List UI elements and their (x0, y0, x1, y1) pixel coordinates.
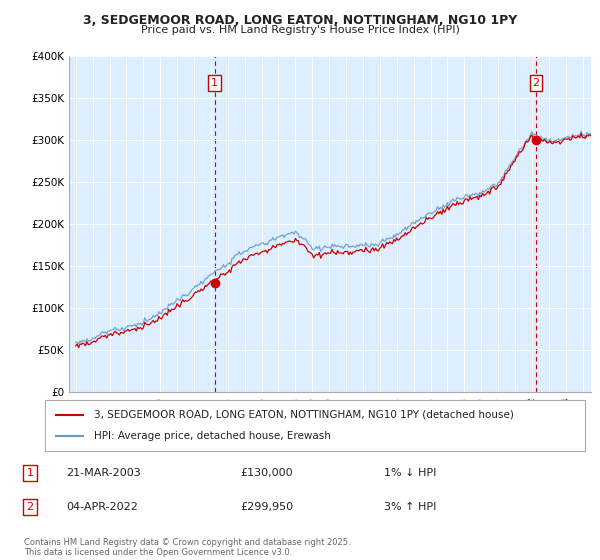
Text: 3, SEDGEMOOR ROAD, LONG EATON, NOTTINGHAM, NG10 1PY: 3, SEDGEMOOR ROAD, LONG EATON, NOTTINGHA… (83, 14, 517, 27)
Text: 04-APR-2022: 04-APR-2022 (66, 502, 138, 512)
Text: HPI: Average price, detached house, Erewash: HPI: Average price, detached house, Erew… (94, 431, 331, 441)
Text: 3, SEDGEMOOR ROAD, LONG EATON, NOTTINGHAM, NG10 1PY (detached house): 3, SEDGEMOOR ROAD, LONG EATON, NOTTINGHA… (94, 409, 514, 419)
Text: 1% ↓ HPI: 1% ↓ HPI (384, 468, 436, 478)
Text: Contains HM Land Registry data © Crown copyright and database right 2025.
This d: Contains HM Land Registry data © Crown c… (24, 538, 350, 557)
Text: 1: 1 (211, 78, 218, 88)
Text: £299,950: £299,950 (240, 502, 293, 512)
Text: Price paid vs. HM Land Registry's House Price Index (HPI): Price paid vs. HM Land Registry's House … (140, 25, 460, 35)
Text: 3% ↑ HPI: 3% ↑ HPI (384, 502, 436, 512)
Text: 1: 1 (26, 468, 34, 478)
Text: 2: 2 (26, 502, 34, 512)
Text: 2: 2 (533, 78, 539, 88)
Text: £130,000: £130,000 (240, 468, 293, 478)
Text: 21-MAR-2003: 21-MAR-2003 (66, 468, 141, 478)
